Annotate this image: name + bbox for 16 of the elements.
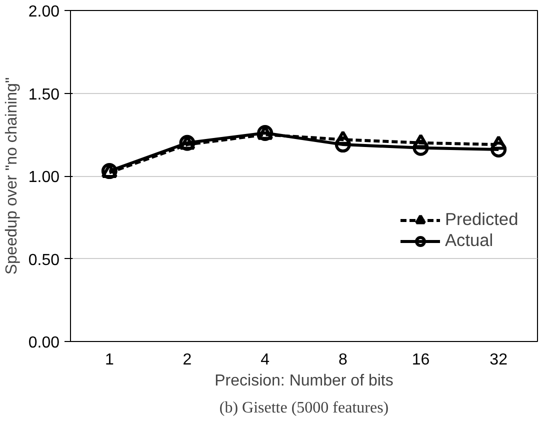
x-axis-title: Precision: Number of bits [214,372,394,390]
y-tick-label: 1.00 [28,169,60,186]
x-tick-label: 2 [182,352,192,368]
text: (b) Gisette (5000 features) [219,400,389,416]
y-tick-label: 0.50 [28,252,60,269]
x-tick-label: 16 [412,352,430,368]
x-tick-label: 4 [260,352,270,368]
y-tick-label: 1.50 [28,86,60,104]
x-tick-label: 8 [338,352,348,368]
y-tick-label: 2.00 [28,4,60,20]
x-tick-label: 1 [104,352,114,368]
x-tick-label: 32 [490,352,508,368]
y-tick-label: 0.00 [28,334,60,352]
y-axis-title: Speedup over "no chaining" [3,77,20,275]
legend-label: Predicted [445,209,518,230]
legend-label: Actual [445,230,494,251]
